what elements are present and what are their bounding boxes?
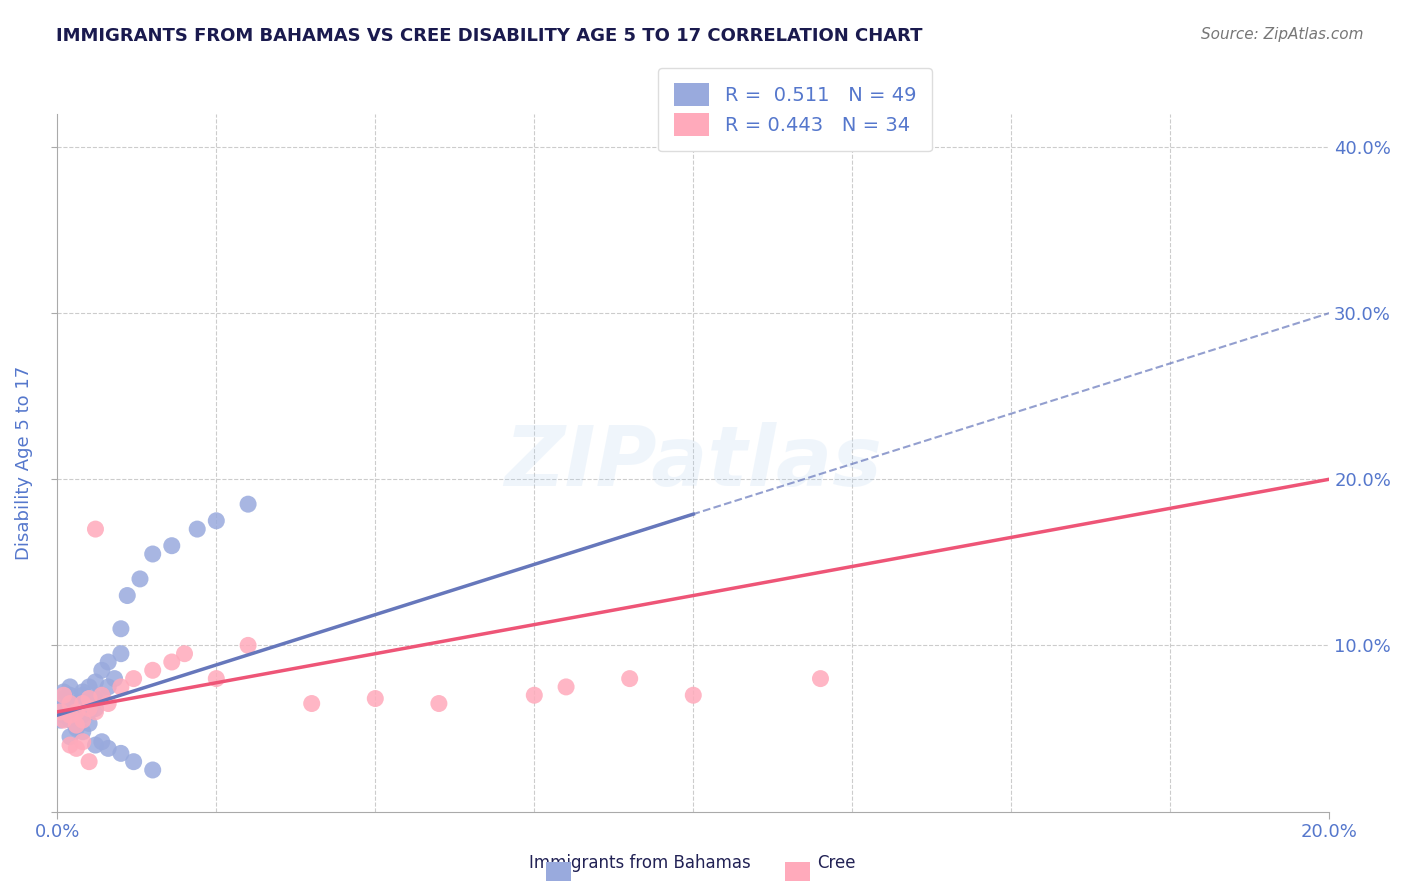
Point [90,735,112,749]
Point [129,572,152,586]
Point [65,697,87,711]
Point [77,691,100,706]
Text: Immigrants from Bahamas: Immigrants from Bahamas [529,855,751,872]
Point [59,708,82,723]
Point [59,730,82,744]
Point [65,718,87,732]
Point [77,755,100,769]
Point [84,522,107,536]
Point [122,755,145,769]
Point [52,688,75,702]
Point [142,547,165,561]
Point [56,705,79,719]
Point [72,685,94,699]
Point [65,705,87,719]
Point [90,688,112,702]
Point [110,747,132,761]
Point [90,663,112,677]
Point [77,716,100,731]
Point [51,701,73,715]
Point [97,697,120,711]
Point [619,672,641,686]
Y-axis label: Disability Age 5 to 17: Disability Age 5 to 17 [15,366,32,560]
Point [236,497,259,511]
Point [84,701,107,715]
Point [160,539,183,553]
Point [84,705,107,719]
Point [142,663,165,677]
Point [52,691,75,706]
Point [427,697,450,711]
Point [72,735,94,749]
Point [555,680,578,694]
Text: Source: ZipAtlas.com: Source: ZipAtlas.com [1201,27,1364,42]
Point [160,655,183,669]
Point [72,688,94,702]
Point [52,713,75,727]
Point [65,722,87,736]
Point [77,680,100,694]
Point [59,680,82,694]
Legend: R =  0.511   N = 49, R = 0.443   N = 34: R = 0.511 N = 49, R = 0.443 N = 34 [658,68,932,152]
Point [65,718,87,732]
Point [84,691,107,706]
Point [122,672,145,686]
Point [84,738,107,752]
Point [77,693,100,707]
Point [72,697,94,711]
Point [97,741,120,756]
Point [205,672,228,686]
Text: IMMIGRANTS FROM BAHAMAS VS CREE DISABILITY AGE 5 TO 17 CORRELATION CHART: IMMIGRANTS FROM BAHAMAS VS CREE DISABILI… [56,27,922,45]
Point [110,647,132,661]
Point [205,514,228,528]
Point [97,680,120,694]
Point [77,701,100,715]
Point [110,680,132,694]
Point [110,622,132,636]
Point [142,763,165,777]
Point [65,708,87,723]
Point [117,589,139,603]
Point [52,708,75,723]
Point [90,688,112,702]
Point [72,708,94,723]
Point [49,705,72,719]
Text: Cree: Cree [817,855,856,872]
Point [77,705,100,719]
Point [59,713,82,727]
Point [49,713,72,727]
Point [65,741,87,756]
Point [301,697,323,711]
Point [523,688,546,702]
Point [72,724,94,739]
Point [173,647,195,661]
Point [65,705,87,719]
Point [59,738,82,752]
Text: ZIPatlas: ZIPatlas [505,422,882,503]
Point [103,672,125,686]
Point [84,674,107,689]
Point [186,522,208,536]
Point [72,713,94,727]
Point [364,691,387,706]
Point [97,655,120,669]
Point [236,639,259,653]
Point [72,697,94,711]
Point [59,697,82,711]
Point [52,685,75,699]
Point [72,699,94,714]
Point [682,688,704,702]
Point [59,688,82,702]
Point [810,672,832,686]
Point [59,699,82,714]
